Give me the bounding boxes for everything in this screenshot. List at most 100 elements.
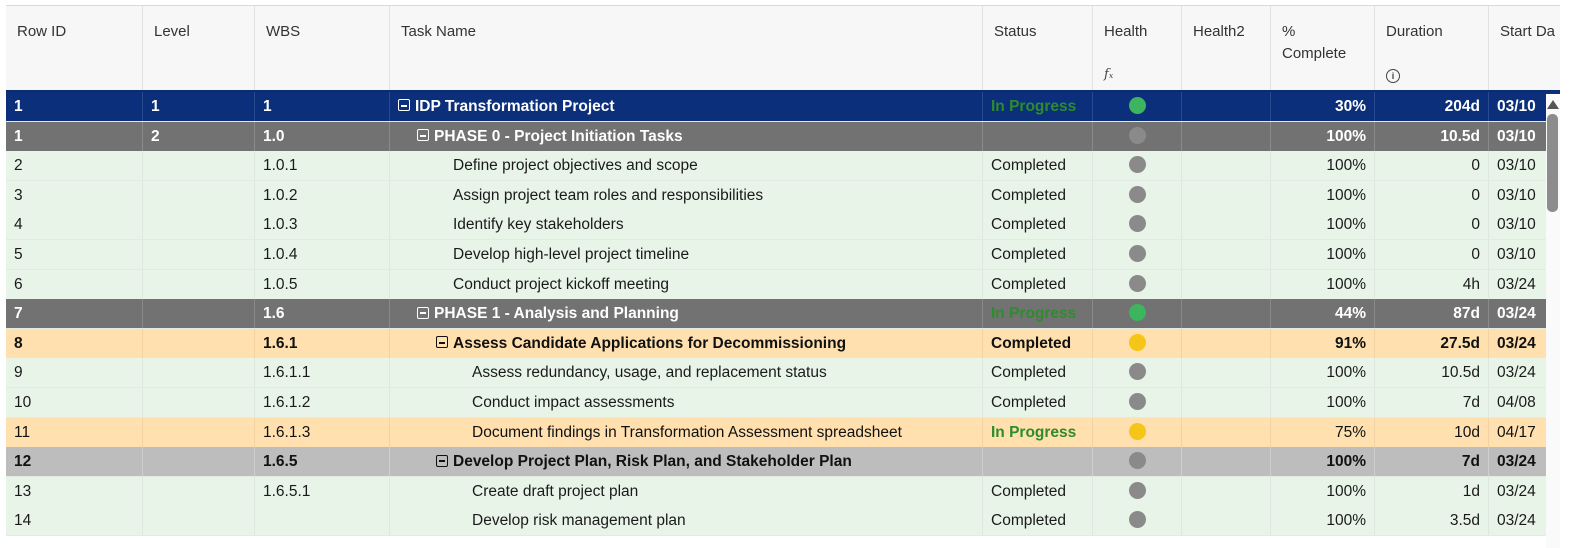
- status-cell[interactable]: Completed: [983, 240, 1093, 269]
- wbs-cell[interactable]: 1.6.5: [255, 447, 390, 477]
- percent-complete-cell[interactable]: 100%: [1271, 476, 1375, 506]
- wbs-cell[interactable]: 1.6.1.2: [255, 388, 390, 417]
- health2-cell[interactable]: [1182, 151, 1271, 181]
- level-cell[interactable]: [143, 447, 255, 477]
- health2-cell[interactable]: [1182, 92, 1271, 121]
- level-cell[interactable]: [143, 180, 255, 210]
- wbs-cell[interactable]: 1.0.4: [255, 240, 390, 269]
- row-id-cell[interactable]: 1: [6, 92, 143, 121]
- start-date-cell[interactable]: 03/24: [1489, 506, 1560, 535]
- percent-complete-cell[interactable]: 100%: [1271, 180, 1375, 210]
- percent-complete-cell[interactable]: 100%: [1271, 447, 1375, 477]
- duration-cell[interactable]: 7d: [1375, 388, 1489, 417]
- status-cell[interactable]: Completed: [983, 358, 1093, 388]
- row-id-cell[interactable]: 9: [6, 358, 143, 388]
- duration-cell[interactable]: 10d: [1375, 417, 1489, 447]
- level-cell[interactable]: 1: [143, 92, 255, 121]
- task-name-cell[interactable]: Develop Project Plan, Risk Plan, and Sta…: [390, 447, 983, 477]
- wbs-cell[interactable]: 1: [255, 92, 390, 121]
- status-cell[interactable]: Completed: [983, 269, 1093, 299]
- percent-complete-cell[interactable]: 91%: [1271, 328, 1375, 358]
- table-row[interactable]: 5 1.0.4 Develop high-level project timelin…: [6, 240, 1560, 270]
- health2-cell[interactable]: [1182, 506, 1271, 536]
- row-id-cell[interactable]: 6: [6, 269, 143, 299]
- start-date-cell[interactable]: 04/08: [1489, 388, 1560, 417]
- start-date-cell[interactable]: 03/10: [1489, 240, 1560, 269]
- status-cell[interactable]: Completed: [983, 180, 1093, 210]
- wbs-cell[interactable]: 1.6: [255, 299, 390, 329]
- status-cell[interactable]: [983, 121, 1093, 151]
- table-row[interactable]: 11 1.6.1.3 Document findings in Transforma…: [6, 417, 1560, 448]
- level-cell[interactable]: [143, 388, 255, 417]
- duration-cell[interactable]: 1d: [1375, 476, 1489, 506]
- percent-complete-cell[interactable]: 30%: [1271, 92, 1375, 121]
- health2-cell[interactable]: [1182, 210, 1271, 240]
- duration-cell[interactable]: 7d: [1375, 447, 1489, 477]
- status-cell[interactable]: [983, 447, 1093, 477]
- duration-cell[interactable]: 10.5d: [1375, 121, 1489, 151]
- task-name-cell[interactable]: Create draft project plan: [390, 476, 983, 506]
- health2-cell[interactable]: [1182, 180, 1271, 210]
- health2-cell[interactable]: [1182, 121, 1271, 151]
- level-cell[interactable]: [143, 269, 255, 299]
- duration-cell[interactable]: 3.5d: [1375, 506, 1489, 536]
- wbs-cell[interactable]: 1.6.1.1: [255, 358, 390, 388]
- start-date-cell[interactable]: 03/10: [1489, 210, 1560, 239]
- wbs-cell[interactable]: 1.0: [255, 121, 390, 151]
- row-id-cell[interactable]: 1: [6, 121, 143, 151]
- column-header-level[interactable]: Level: [143, 6, 255, 90]
- wbs-cell[interactable]: 1.6.5.1: [255, 476, 390, 506]
- wbs-cell[interactable]: 1.6.1: [255, 328, 390, 358]
- table-row[interactable]: 12 1.6.5 Develop Project Plan, Risk Plan, …: [6, 447, 1560, 478]
- health-cell[interactable]: [1093, 417, 1182, 447]
- task-name-cell[interactable]: Assess Candidate Applications for Decomm…: [390, 328, 983, 358]
- table-row[interactable]: 14 Develop risk management plan Completed 1…: [6, 506, 1560, 537]
- start-date-cell[interactable]: 03/10: [1489, 181, 1560, 210]
- duration-cell[interactable]: 27.5d: [1375, 328, 1489, 358]
- column-header-health[interactable]: Health 𝑓ₓ: [1093, 6, 1182, 90]
- level-cell[interactable]: [143, 506, 255, 536]
- percent-complete-cell[interactable]: 100%: [1271, 269, 1375, 299]
- collapse-toggle-icon[interactable]: [417, 306, 429, 319]
- health-cell[interactable]: [1093, 447, 1182, 477]
- start-date-cell[interactable]: 03/10: [1489, 92, 1560, 121]
- column-header-health2[interactable]: Health2: [1182, 6, 1271, 90]
- level-cell[interactable]: [143, 299, 255, 329]
- start-date-cell[interactable]: 03/10: [1489, 122, 1560, 151]
- task-name-cell[interactable]: PHASE 0 - Project Initiation Tasks: [390, 121, 983, 151]
- collapse-toggle-icon[interactable]: [398, 99, 410, 112]
- health2-cell[interactable]: [1182, 447, 1271, 477]
- start-date-cell[interactable]: 03/24: [1489, 329, 1560, 358]
- health-cell[interactable]: [1093, 269, 1182, 299]
- status-cell[interactable]: Completed: [983, 388, 1093, 417]
- row-id-cell[interactable]: 11: [6, 417, 143, 447]
- duration-cell[interactable]: 0: [1375, 240, 1489, 269]
- level-cell[interactable]: [143, 476, 255, 506]
- status-cell[interactable]: Completed: [983, 476, 1093, 506]
- task-name-cell[interactable]: Develop risk management plan: [390, 506, 983, 536]
- table-row[interactable]: 7 1.6 PHASE 1 - Analysis and Planning In Pr…: [6, 299, 1560, 330]
- level-cell[interactable]: 2: [143, 121, 255, 151]
- duration-cell[interactable]: 4h: [1375, 269, 1489, 299]
- health-cell[interactable]: [1093, 476, 1182, 506]
- duration-cell[interactable]: 10.5d: [1375, 358, 1489, 388]
- percent-complete-cell[interactable]: 100%: [1271, 388, 1375, 417]
- health-cell[interactable]: [1093, 358, 1182, 388]
- row-id-cell[interactable]: 14: [6, 506, 143, 536]
- duration-cell[interactable]: 204d: [1375, 92, 1489, 121]
- health2-cell[interactable]: [1182, 299, 1271, 329]
- task-name-cell[interactable]: Assess redundancy, usage, and replacemen…: [390, 358, 983, 388]
- start-date-cell[interactable]: 03/24: [1489, 447, 1560, 476]
- collapse-toggle-icon[interactable]: [417, 129, 429, 141]
- table-row[interactable]: 8 1.6.1 Assess Candidate Applications for …: [6, 328, 1560, 359]
- column-header-row-id[interactable]: Row ID: [6, 6, 143, 90]
- task-name-cell[interactable]: PHASE 1 - Analysis and Planning: [390, 299, 983, 329]
- percent-complete-cell[interactable]: 100%: [1271, 506, 1375, 536]
- duration-cell[interactable]: 0: [1375, 180, 1489, 210]
- row-id-cell[interactable]: 10: [6, 388, 143, 417]
- percent-complete-cell[interactable]: 100%: [1271, 240, 1375, 269]
- status-cell[interactable]: In Progress: [983, 417, 1093, 447]
- start-date-cell[interactable]: 03/24: [1489, 358, 1560, 387]
- level-cell[interactable]: [143, 328, 255, 358]
- row-id-cell[interactable]: 12: [6, 447, 143, 477]
